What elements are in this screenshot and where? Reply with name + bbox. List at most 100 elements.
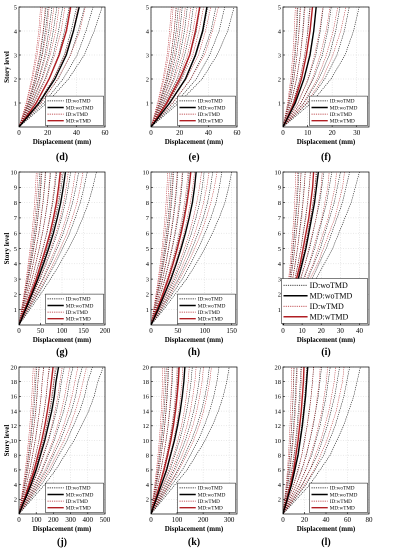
x-tick-label: 500 bbox=[100, 516, 111, 524]
legend-label: ID:wTMD bbox=[330, 499, 352, 505]
y-tick-label: 5 bbox=[14, 246, 17, 253]
id-wtmd-curve bbox=[151, 7, 192, 127]
x-tick-label: 20 bbox=[176, 129, 184, 137]
id-wtmd-curve bbox=[151, 172, 174, 325]
id-wtmd-curve bbox=[283, 172, 297, 325]
y-axis-label: Story level bbox=[3, 233, 11, 265]
legend-label: MD:woTMD bbox=[198, 105, 226, 111]
y-tick-label: 14 bbox=[11, 408, 18, 415]
panel-label: (d) bbox=[56, 152, 68, 163]
legend-label: MD:wTMD bbox=[310, 313, 349, 322]
y-tick-label: 6 bbox=[146, 231, 150, 238]
x-axis-label: Displacement (mm) bbox=[297, 336, 356, 344]
legend-label: ID:wTMD bbox=[66, 310, 88, 316]
id-wtmd-curve bbox=[151, 7, 212, 127]
md-wotmd-curve bbox=[283, 7, 317, 127]
y-tick-label: 4 bbox=[146, 261, 150, 268]
x-tick-label: 100 bbox=[172, 516, 183, 524]
y-tick-label: 8 bbox=[278, 200, 281, 207]
legend-label: MD:woTMD bbox=[198, 303, 226, 309]
id-wtmd-curve bbox=[283, 367, 293, 514]
y-tick-label: 14 bbox=[275, 408, 282, 415]
id-wtmd-curve bbox=[151, 367, 165, 514]
legend-label: ID:wTMD bbox=[198, 112, 220, 118]
id-wotmd-curve bbox=[151, 367, 201, 514]
id-wotmd-curve bbox=[151, 367, 210, 514]
id-wtmd-curve bbox=[151, 367, 212, 514]
legend-label: ID:woTMD bbox=[198, 99, 223, 105]
id-wtmd-curve bbox=[283, 7, 331, 127]
md-wtmd-curve bbox=[19, 367, 54, 514]
x-tick-label: 0 bbox=[149, 129, 153, 137]
x-tick-label: 100 bbox=[200, 327, 211, 335]
panel-label: (i) bbox=[321, 347, 330, 358]
panel-h: 0 50 100 150 1 2 3 4 5 6 7 8 9 10 Displacement (mm) (h)… bbox=[143, 169, 238, 358]
id-wtmd-curve bbox=[19, 7, 41, 127]
id-wtmd-curve bbox=[151, 7, 177, 127]
x-tick-label: 60 bbox=[102, 129, 110, 137]
y-tick-label: 4 bbox=[14, 261, 18, 268]
y-tick-label: 3 bbox=[14, 276, 17, 283]
x-axis-label: Displacement (mm) bbox=[33, 525, 92, 533]
panel-label: (l) bbox=[321, 537, 330, 548]
y-tick-label: 1 bbox=[14, 307, 17, 314]
id-wotmd-curve bbox=[151, 7, 235, 127]
id-wtmd-curve bbox=[19, 172, 76, 325]
id-wotmd-curve bbox=[151, 367, 179, 514]
y-tick-label: 20 bbox=[143, 364, 150, 371]
id-wotmd-curve bbox=[151, 172, 172, 325]
y-tick-label: 1 bbox=[146, 100, 149, 107]
y-tick-label: 9 bbox=[146, 185, 149, 192]
y-tick-label: 3 bbox=[146, 52, 149, 59]
panel-label: (e) bbox=[188, 152, 199, 163]
y-tick-label: 18 bbox=[143, 379, 150, 386]
id-wtmd-curve bbox=[151, 7, 219, 127]
y-tick-label: 2 bbox=[14, 497, 17, 504]
legend-label: MD:woTMD bbox=[198, 492, 226, 498]
id-wtmd-curve bbox=[151, 172, 195, 325]
curve-group bbox=[19, 172, 97, 325]
x-tick-label: 0 bbox=[17, 516, 21, 524]
id-wtmd-curve bbox=[19, 172, 39, 325]
md-wotmd-curve bbox=[19, 367, 60, 514]
id-wtmd-curve bbox=[283, 367, 294, 514]
id-wotmd-curve bbox=[19, 172, 47, 325]
legend-label: ID:woTMD bbox=[66, 297, 91, 303]
x-tick-label: 40 bbox=[73, 129, 81, 137]
x-tick-label: 20 bbox=[318, 327, 326, 335]
curve-group bbox=[283, 367, 361, 514]
id-wotmd-curve bbox=[19, 367, 38, 514]
panel-e: 0 20 40 60 1 2 3 4 5 Displacement (mm) (e) ID:woTMD… bbox=[146, 4, 241, 163]
id-wotmd-curve bbox=[151, 7, 188, 127]
y-tick-label: 16 bbox=[275, 394, 282, 401]
x-axis-label: Displacement (mm) bbox=[297, 525, 356, 533]
panel-label: (g) bbox=[56, 347, 68, 358]
id-wtmd-curve bbox=[283, 7, 298, 127]
legend-label: MD:wTMD bbox=[330, 119, 355, 125]
x-tick-label: 50 bbox=[37, 327, 45, 335]
md-wtmd-curve bbox=[19, 7, 72, 127]
id-wotmd-curve bbox=[283, 172, 300, 325]
id-wtmd-curve bbox=[19, 367, 63, 514]
id-wotmd-curve bbox=[283, 7, 341, 127]
id-wotmd-curve bbox=[283, 7, 310, 127]
x-tick-label: 300 bbox=[224, 516, 235, 524]
id-wotmd-curve bbox=[151, 367, 193, 514]
legend-label: ID:woTMD bbox=[330, 486, 355, 492]
legend-label: MD:woTMD bbox=[66, 105, 94, 111]
y-tick-label: 1 bbox=[146, 307, 149, 314]
md-wtmd-curve bbox=[19, 172, 61, 325]
y-tick-label: 6 bbox=[278, 231, 282, 238]
y-tick-label: 10 bbox=[275, 169, 282, 176]
legend-label: ID:woTMD bbox=[66, 99, 91, 105]
y-tick-label: 4 bbox=[278, 28, 282, 35]
y-tick-label: 6 bbox=[278, 467, 282, 474]
md-wotmd-curve bbox=[19, 172, 67, 325]
x-tick-label: 40 bbox=[205, 129, 213, 137]
x-tick-label: 40 bbox=[323, 516, 331, 524]
x-tick-label: 0 bbox=[17, 129, 21, 137]
y-tick-label: 2 bbox=[14, 76, 17, 83]
